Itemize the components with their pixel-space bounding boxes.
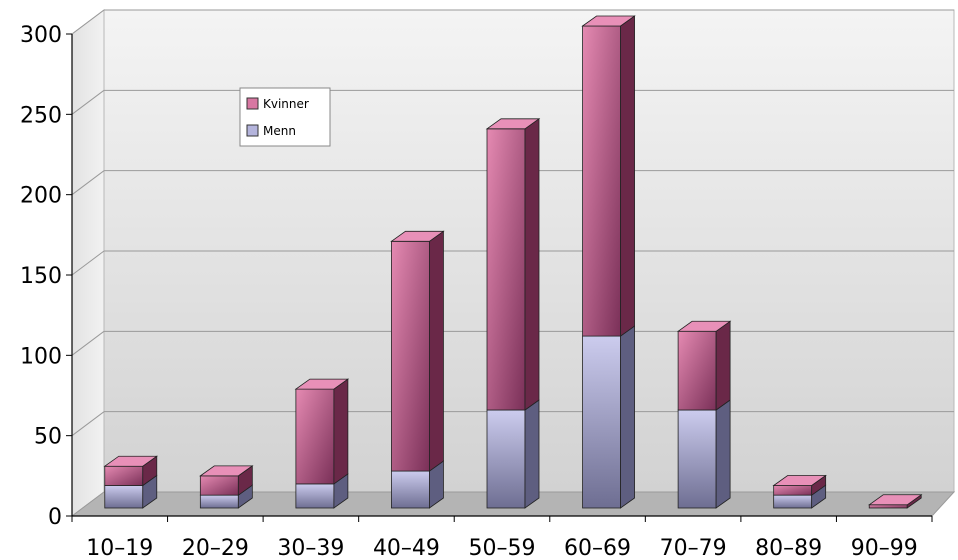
- gridline-side: [71, 170, 105, 196]
- bar-side: [429, 230, 444, 472]
- legend-swatch-menn: [246, 124, 259, 137]
- bar-top: [103, 455, 159, 467]
- bar-front: [199, 475, 239, 496]
- bar-front: [199, 494, 239, 509]
- bar-segment-kvinner: [391, 230, 444, 472]
- bar-top: [867, 494, 923, 506]
- y-tick-label: 200: [20, 184, 62, 209]
- bar-side: [715, 320, 731, 411]
- x-tick-label: 50–59: [469, 536, 536, 560]
- x-tick-label: 10–19: [86, 536, 153, 560]
- bar-top: [676, 320, 732, 332]
- y-tick-label: 50: [34, 425, 62, 450]
- bar-segment-menn: [486, 399, 540, 509]
- bar-front: [677, 330, 717, 411]
- bar-top: [772, 475, 827, 486]
- bar-front: [391, 470, 430, 509]
- bar-segment-kvinner: [486, 118, 540, 411]
- bar-top: [485, 118, 541, 130]
- bar-front: [391, 240, 430, 472]
- bar-front: [582, 335, 621, 509]
- y-tick-label: 250: [20, 103, 62, 128]
- bar-side: [620, 15, 635, 337]
- gridline-side: [71, 89, 105, 115]
- bar-front: [486, 409, 526, 509]
- x-tick-label: 60–69: [564, 536, 631, 560]
- bar-front: [582, 25, 621, 337]
- bar-top: [581, 15, 636, 27]
- bar-top: [390, 230, 445, 242]
- y-tick-label: 100: [20, 344, 62, 369]
- bar-front: [295, 388, 335, 485]
- bars: [103, 15, 923, 509]
- bar-side: [333, 378, 349, 485]
- bar-front: [773, 485, 813, 496]
- bar-side: [524, 399, 540, 509]
- bar-segment-menn: [773, 484, 827, 509]
- y-axis: 0 50 100 150 200 250 300: [20, 23, 73, 530]
- bar-front: [868, 504, 908, 509]
- x-tick-label: 90–99: [851, 536, 918, 560]
- bar-front: [104, 465, 144, 486]
- y-tick-label: 150: [20, 264, 62, 289]
- bar-segment-menn: [677, 399, 731, 509]
- x-tick-label: 80–89: [755, 536, 822, 560]
- x-tick-label: 40–49: [373, 536, 440, 560]
- bar-segment-kvinner: [295, 378, 349, 485]
- bar-front: [677, 409, 717, 509]
- bar-side: [620, 325, 635, 509]
- gridline-side: [71, 9, 105, 35]
- bar-segment-kvinner: [677, 320, 731, 411]
- bar-top: [294, 378, 350, 390]
- bar-front: [486, 128, 526, 411]
- legend-swatch-kvinner: [246, 97, 259, 110]
- gridline-side: [71, 250, 105, 276]
- bar-segment-menn: [199, 484, 253, 509]
- x-tick-label: 20–29: [182, 536, 249, 560]
- bar-front: [104, 485, 144, 509]
- legend-label-kvinner: Kvinner: [263, 97, 309, 111]
- legend-label-menn: Menn: [263, 124, 296, 138]
- bar-side: [715, 399, 731, 509]
- bar-segment-menn: [582, 325, 635, 509]
- bar-segment-kvinner: [582, 15, 635, 337]
- legend: Kvinner Menn: [239, 87, 331, 147]
- x-tick-label: 30–39: [277, 536, 344, 560]
- y-tick-label: 300: [20, 23, 62, 48]
- bar-front: [773, 494, 813, 509]
- gridline-side: [71, 411, 105, 437]
- bar-front: [295, 483, 335, 509]
- bar-side: [524, 118, 540, 411]
- x-tick-label: 70–79: [660, 536, 727, 560]
- y-tick-label: 0: [48, 505, 62, 530]
- bar-top: [199, 465, 254, 477]
- gridline-side: [71, 330, 105, 356]
- x-axis: 10–19 20–29 30–39 40–49 50–59 60–69 70–79 80–89…: [71, 515, 933, 560]
